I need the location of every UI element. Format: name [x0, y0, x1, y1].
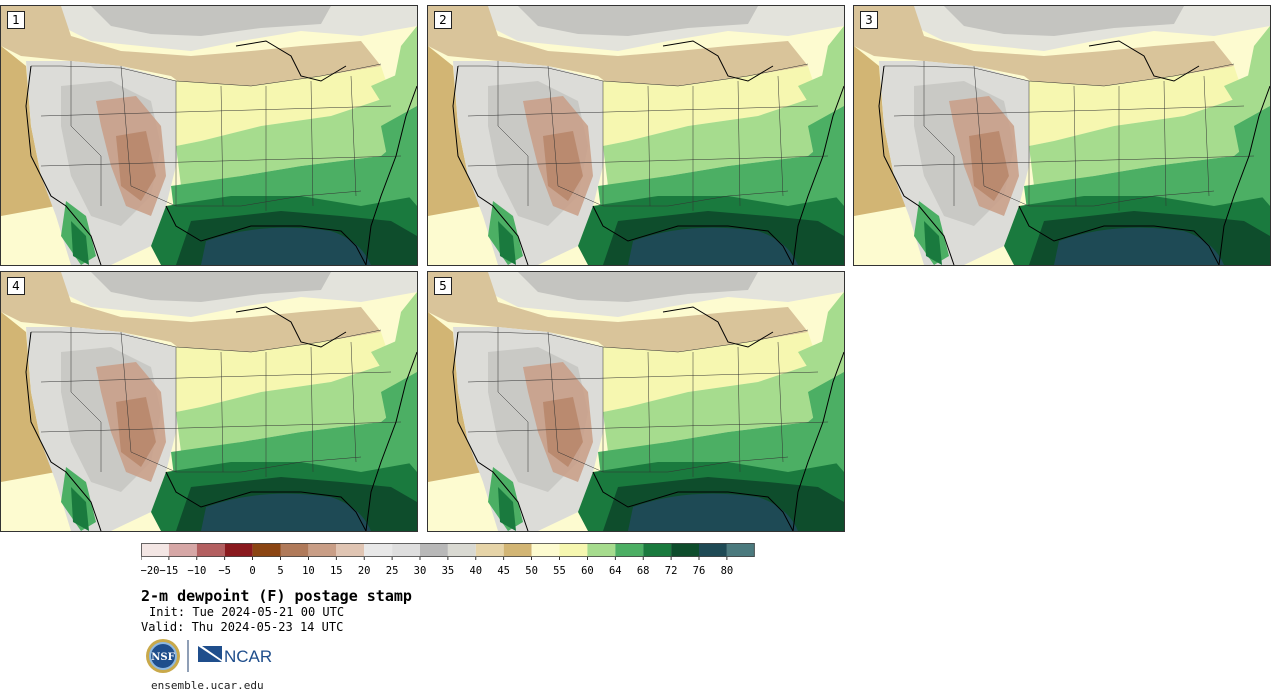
map-panel: 5 [427, 271, 845, 532]
colorbar-tick-label: 45 [497, 565, 510, 577]
colorbar-tick-label: −10 [187, 565, 206, 577]
colorbar-swatch [308, 543, 337, 557]
panel-number: 3 [860, 11, 878, 29]
colorbar-tick-label: 20 [358, 565, 371, 577]
colorbar-tick-label: 76 [693, 565, 706, 577]
init-time: Init: Tue 2024-05-21 00 UTC [149, 605, 345, 619]
colorbar-swatch [420, 543, 448, 557]
colorbar-tick-label: 10 [302, 565, 315, 577]
colorbar-swatch [475, 543, 504, 557]
dewpoint-map [428, 6, 844, 265]
colorbar: −20 −15 −10 −5 0 5 10 15 20 25 30 35 40 45 50 55 60 64 68 7… [141, 543, 755, 577]
svg-text:NSF: NSF [151, 652, 174, 663]
colorbar-tick-label: −5 [218, 565, 231, 577]
dewpoint-map [1, 6, 417, 265]
colorbar-tick-label: −15 [159, 565, 178, 577]
colorbar-tick-label: 60 [581, 565, 594, 577]
colorbar-swatch [643, 543, 672, 557]
map-panel: 1 [0, 5, 418, 266]
valid-time: Valid: Thu 2024-05-23 14 UTC [141, 620, 344, 634]
dewpoint-map [1, 272, 417, 531]
colorbar-swatch [280, 543, 309, 557]
colorbar-swatch [559, 543, 588, 557]
panel-number: 2 [434, 11, 452, 29]
map-panel: 2 [427, 5, 845, 266]
colorbar-swatch [615, 543, 644, 557]
logos: NSF NCAR [146, 639, 272, 673]
map-panel: 4 [0, 271, 418, 532]
colorbar-swatch [196, 543, 225, 557]
dewpoint-map [428, 272, 844, 531]
colorbar-tick-label: 30 [414, 565, 427, 577]
nsf-logo: NSF [146, 639, 180, 673]
colorbar-swatch [392, 543, 420, 557]
svg-text:NCAR: NCAR [224, 647, 272, 666]
colorbar-tick-label: 50 [525, 565, 538, 577]
colorbar-tick-label: 5 [277, 565, 283, 577]
colorbar-tick-label: 55 [553, 565, 566, 577]
colorbar-tick-label: 68 [637, 565, 650, 577]
colorbar-swatch [336, 543, 365, 557]
panel-number: 4 [7, 277, 25, 295]
ncar-logo: NCAR [198, 646, 272, 666]
page-title: 2-m dewpoint (F) postage stamp [141, 587, 412, 605]
colorbar-tick-label: 64 [609, 565, 622, 577]
colorbar-swatch [503, 543, 532, 557]
colorbar-swatch [224, 543, 253, 557]
colorbar-swatch [447, 543, 476, 557]
colorbar-swatch [587, 543, 616, 557]
colorbar-tick-label: 80 [721, 565, 734, 577]
map-panel: 3 [853, 5, 1271, 266]
panel-number: 5 [434, 277, 452, 295]
colorbar-tick-label: −20 [141, 565, 159, 577]
website-url: ensemble.ucar.edu [151, 679, 264, 692]
colorbar-swatch [726, 543, 755, 557]
colorbar-tick-label: 40 [469, 565, 482, 577]
colorbar-swatch [699, 543, 727, 557]
colorbar-swatch [364, 543, 393, 557]
colorbar-swatch [252, 543, 281, 557]
colorbar-tick-label: 25 [386, 565, 399, 577]
colorbar-tick-label: 35 [442, 565, 455, 577]
colorbar-swatch [531, 543, 560, 557]
colorbar-tick-label: 15 [330, 565, 343, 577]
dewpoint-map [854, 6, 1270, 265]
colorbar-tick-label: 0 [249, 565, 255, 577]
panel-number: 1 [7, 11, 25, 29]
colorbar-swatch [168, 543, 197, 557]
colorbar-tick-label: 72 [665, 565, 678, 577]
colorbar-swatch [141, 543, 169, 557]
colorbar-swatch [671, 543, 699, 557]
